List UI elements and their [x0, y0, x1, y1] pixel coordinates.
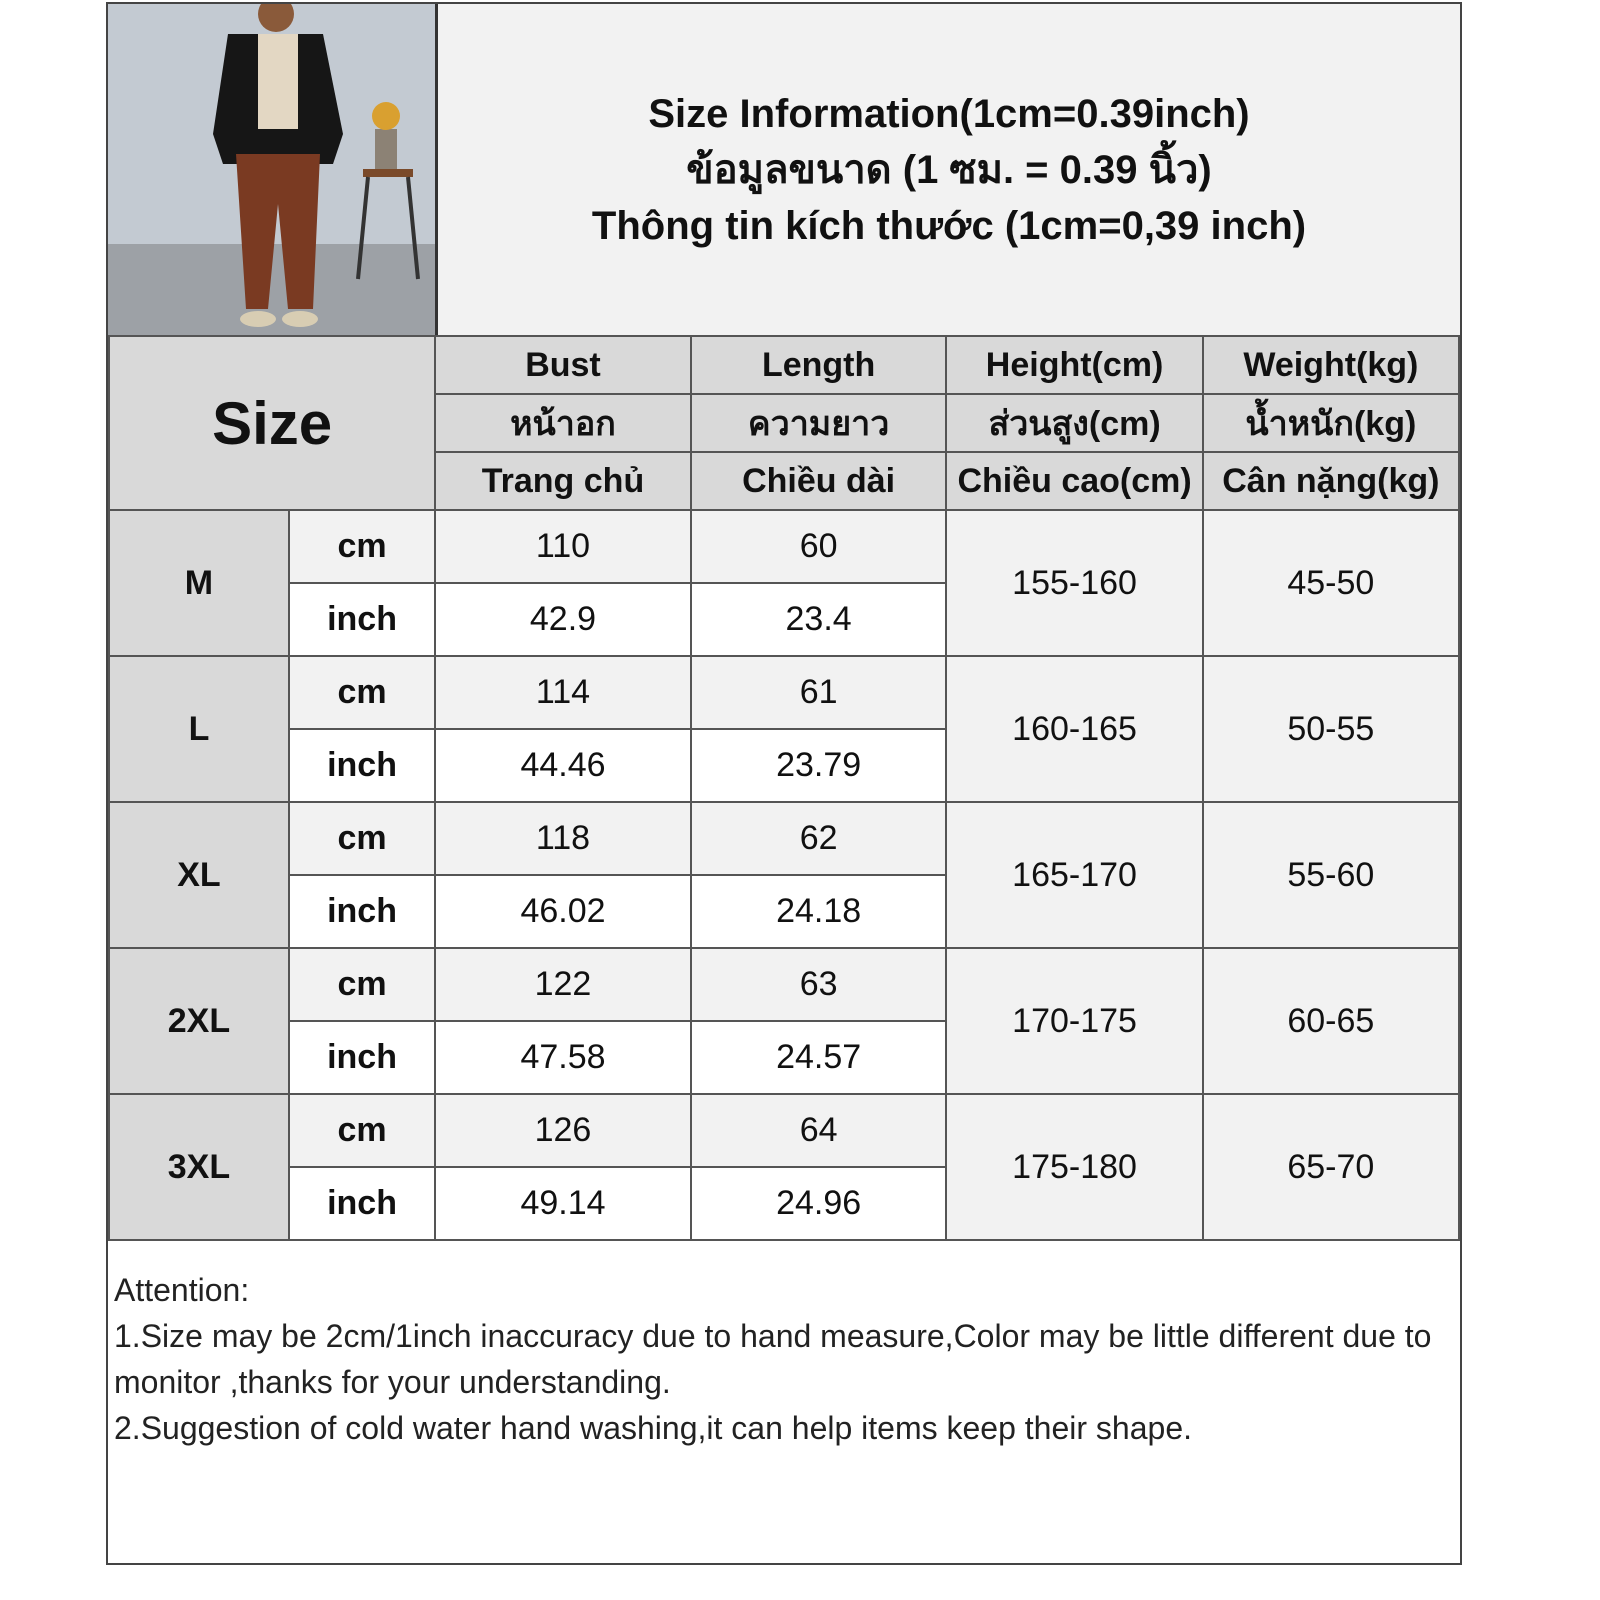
col-bust-en: Bust — [434, 335, 692, 395]
size-label: L — [108, 655, 290, 803]
title-vietnamese: Thông tin kích thước (1cm=0,39 inch) — [591, 203, 1307, 248]
col-height-vi: Chiều cao(cm) — [945, 451, 1204, 511]
bust-cm: 114 — [434, 655, 692, 730]
bust-cm: 122 — [434, 947, 692, 1022]
length-inch: 23.79 — [689, 728, 948, 803]
col-weight-th: น้ำหนัก(kg) — [1201, 393, 1461, 453]
attention-notes: Attention: 1.Size may be 2cm/1inch inacc… — [108, 1261, 1460, 1563]
size-row: XL cm 118 62 165-170 55-60 — [108, 801, 1461, 949]
unit-cm: cm — [287, 947, 437, 1022]
model-illustration — [108, 4, 435, 335]
size-label: 2XL — [108, 947, 290, 1095]
unit-cm: cm — [287, 801, 437, 876]
weight-range: 50-55 — [1201, 655, 1461, 803]
attention-heading: Attention: — [114, 1272, 250, 1308]
length-inch: 24.57 — [689, 1020, 948, 1095]
height-range: 160-165 — [945, 655, 1204, 803]
length-cm: 61 — [689, 655, 948, 730]
product-photo — [108, 4, 438, 335]
size-chart: Size Information(1cm=0.39inch) ข้อมูลขนา… — [106, 2, 1462, 1565]
unit-cm: cm — [287, 1093, 437, 1168]
height-range: 175-180 — [945, 1093, 1204, 1241]
length-cm: 64 — [689, 1093, 948, 1168]
height-range: 155-160 — [945, 509, 1204, 657]
size-information-title: Size Information(1cm=0.39inch) ข้อมูลขนา… — [438, 4, 1460, 335]
col-height-en: Height(cm) — [945, 335, 1204, 395]
title-english: Size Information(1cm=0.39inch) — [648, 91, 1250, 136]
size-row: 2XL cm 122 63 170-175 60-65 — [108, 947, 1461, 1095]
length-inch: 24.96 — [689, 1166, 948, 1241]
unit-inch: inch — [287, 1020, 437, 1095]
col-length-en: Length — [689, 335, 948, 395]
unit-cm: cm — [287, 509, 437, 584]
size-label: XL — [108, 801, 290, 949]
size-row: L cm 114 61 160-165 50-55 — [108, 655, 1461, 803]
weight-range: 60-65 — [1201, 947, 1461, 1095]
col-length-vi: Chiều dài — [689, 451, 948, 511]
attention-note: 2.Suggestion of cold water hand washing,… — [114, 1410, 1192, 1446]
size-row: M cm 110 60 155-160 45-50 — [108, 509, 1461, 657]
title-thai: ข้อมูลขนาด (1 ซม. = 0.39 นิ้ว) — [686, 147, 1212, 192]
unit-inch: inch — [287, 582, 437, 657]
col-weight-en: Weight(kg) — [1201, 335, 1461, 395]
size-label: M — [108, 509, 290, 657]
unit-inch: inch — [287, 874, 437, 949]
size-row: 3XL cm 126 64 175-180 65-70 — [108, 1093, 1461, 1241]
length-inch: 24.18 — [689, 874, 948, 949]
bust-inch: 46.02 — [434, 874, 692, 949]
height-range: 170-175 — [945, 947, 1204, 1095]
col-height-th: ส่วนสูง(cm) — [945, 393, 1204, 453]
weight-range: 55-60 — [1201, 801, 1461, 949]
length-cm: 63 — [689, 947, 948, 1022]
bust-inch: 42.9 — [434, 582, 692, 657]
bust-cm: 110 — [434, 509, 692, 584]
bust-inch: 47.58 — [434, 1020, 692, 1095]
unit-inch: inch — [287, 1166, 437, 1241]
bust-cm: 126 — [434, 1093, 692, 1168]
length-inch: 23.4 — [689, 582, 948, 657]
bust-inch: 49.14 — [434, 1166, 692, 1241]
size-header: Size — [107, 335, 437, 511]
weight-range: 65-70 — [1201, 1093, 1461, 1241]
bust-cm: 118 — [434, 801, 692, 876]
unit-cm: cm — [287, 655, 437, 730]
unit-inch: inch — [287, 728, 437, 803]
height-range: 165-170 — [945, 801, 1204, 949]
col-bust-th: หน้าอก — [434, 393, 692, 453]
col-length-th: ความยาว — [689, 393, 948, 453]
length-cm: 60 — [689, 509, 948, 584]
size-label: 3XL — [108, 1093, 290, 1241]
col-weight-vi: Cân nặng(kg) — [1201, 451, 1461, 511]
weight-range: 45-50 — [1201, 509, 1461, 657]
col-bust-vi: Trang chủ — [434, 451, 692, 511]
size-table: Size Bust Length Height(cm) Weight(kg) ห… — [107, 335, 1461, 1241]
attention-note: 1.Size may be 2cm/1inch inaccuracy due t… — [114, 1318, 1432, 1400]
bust-inch: 44.46 — [434, 728, 692, 803]
length-cm: 62 — [689, 801, 948, 876]
